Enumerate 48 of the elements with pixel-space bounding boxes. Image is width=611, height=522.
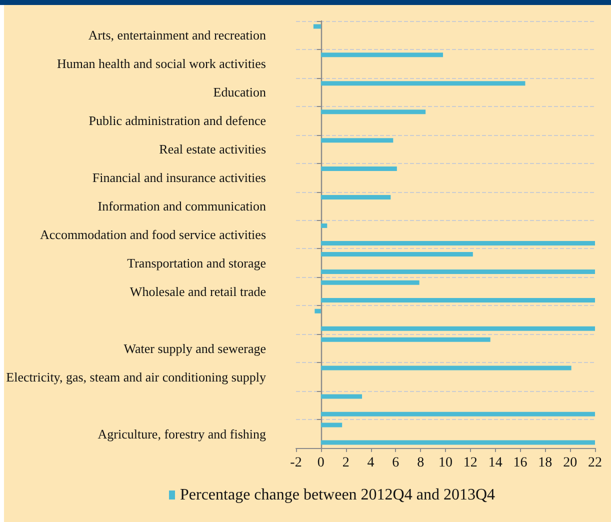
bar (320, 394, 362, 399)
bar (320, 422, 342, 428)
x-tick-label: 22 (588, 456, 602, 470)
bar (320, 298, 595, 302)
bar (320, 366, 572, 370)
bar (320, 138, 394, 143)
x-tick-label: 12 (463, 456, 478, 470)
y-tick-label: Accommodation and food service activities (40, 227, 266, 242)
y-tick-label: Water supply and sewerage (124, 340, 266, 356)
x-tick-label: 6 (392, 456, 400, 470)
bar (320, 412, 595, 416)
bar (313, 24, 321, 29)
legend-label: Percentage change between 2012Q4 and 2013Q4 (180, 486, 495, 504)
y-tick-label: Public administration and defence (88, 113, 266, 128)
bar (314, 308, 321, 314)
bar (320, 52, 444, 58)
x-tick-label: 10 (438, 456, 452, 470)
x-tick-label: 4 (367, 456, 374, 470)
y-tick-label: Arts, entertainment and recreation (88, 28, 266, 43)
y-tick-label: Transportation and storage (127, 255, 266, 270)
x-tick-label: 14 (488, 456, 502, 470)
x-tick-label: -2 (290, 456, 302, 470)
bar (320, 337, 490, 342)
y-tick-label: Agriculture, forestry and fishing (98, 426, 266, 442)
bar (320, 166, 397, 172)
bar (320, 280, 420, 285)
bar (320, 241, 595, 246)
bar (320, 326, 595, 331)
y-tick-label: Electricity, gas, steam and air conditioning supply (6, 369, 266, 384)
x-tick-label: 8 (417, 456, 424, 470)
y-tick-label: Financial and insurance activities (92, 170, 266, 186)
y-tick-label: Human health and social work activities (56, 56, 266, 72)
y-tick-label: Wholesale and retail trade (130, 284, 266, 299)
bar (320, 440, 595, 445)
x-tick-label: 2 (342, 456, 350, 470)
bar (320, 110, 426, 114)
bar (320, 252, 473, 256)
bar (320, 81, 526, 86)
y-tick-label: Education (213, 84, 266, 100)
x-tick-label: 18 (538, 456, 552, 470)
y-tick-label: Real estate activities (159, 142, 266, 157)
x-tick-label: 0 (317, 456, 324, 470)
bar (320, 223, 328, 228)
bar (320, 195, 391, 200)
x-tick-label: 20 (563, 456, 578, 470)
bar (320, 269, 595, 274)
y-tick-label: Information and communication (98, 198, 266, 214)
x-tick-label: 16 (513, 456, 528, 470)
